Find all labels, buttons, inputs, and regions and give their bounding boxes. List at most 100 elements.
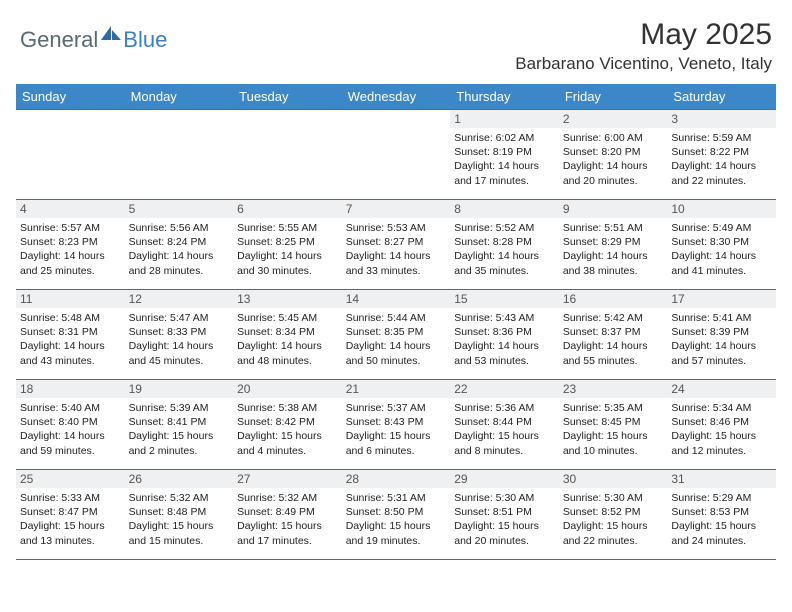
calendar-cell: 11 Sunrise: 5:48 AMSunset: 8:31 PMDayligh… — [16, 290, 125, 380]
info-line: and 48 minutes. — [237, 354, 338, 368]
location-subtitle: Barbarano Vicentino, Veneto, Italy — [515, 54, 772, 74]
day-info: Sunrise: 5:48 AMSunset: 8:31 PMDaylight:… — [20, 311, 121, 368]
info-line: Daylight: 14 hours — [20, 429, 121, 443]
day-number: 10 — [667, 200, 776, 218]
day-number: 5 — [125, 200, 234, 218]
day-header: Thursday — [450, 84, 559, 110]
info-line: Sunset: 8:37 PM — [563, 325, 664, 339]
info-line: Sunrise: 5:49 AM — [671, 221, 772, 235]
day-number: 8 — [450, 200, 559, 218]
info-line: Daylight: 15 hours — [563, 429, 664, 443]
day-number: 25 — [16, 470, 125, 488]
info-line: Sunset: 8:41 PM — [129, 415, 230, 429]
info-line: Daylight: 14 hours — [346, 339, 447, 353]
info-line: Sunrise: 5:48 AM — [20, 311, 121, 325]
calendar-cell: 27Sunrise: 5:32 AMSunset: 8:49 PMDayligh… — [233, 470, 342, 560]
day-info: Sunrise: 5:47 AMSunset: 8:33 PMDaylight:… — [129, 311, 230, 368]
info-line: Sunrise: 5:37 AM — [346, 401, 447, 415]
day-header: Monday — [125, 84, 234, 110]
info-line: and 17 minutes. — [454, 174, 555, 188]
day-info: Sunrise: 5:30 AMSunset: 8:51 PMDaylight:… — [454, 491, 555, 548]
calendar-cell: 3Sunrise: 5:59 AMSunset: 8:22 PMDaylight… — [667, 110, 776, 200]
info-line: and 15 minutes. — [129, 534, 230, 548]
info-line: Sunrise: 6:02 AM — [454, 131, 555, 145]
info-line: Daylight: 15 hours — [671, 519, 772, 533]
calendar-cell: 9Sunrise: 5:51 AMSunset: 8:29 PMDaylight… — [559, 200, 668, 290]
logo-sail-icon — [101, 24, 121, 45]
calendar-cell: 21Sunrise: 5:37 AMSunset: 8:43 PMDayligh… — [342, 380, 451, 470]
info-line: and 22 minutes. — [671, 174, 772, 188]
logo-text-general: General — [20, 27, 98, 53]
info-line: Daylight: 15 hours — [237, 429, 338, 443]
calendar-cell: 8 Sunrise: 5:52 AMSunset: 8:28 PMDaylight… — [450, 200, 559, 290]
info-line: Daylight: 15 hours — [454, 429, 555, 443]
day-number: 21 — [342, 380, 451, 398]
day-info: Sunrise: 5:57 AMSunset: 8:23 PMDaylight:… — [20, 221, 121, 278]
day-number: 12 — [125, 290, 234, 308]
day-info: Sunrise: 5:55 AMSunset: 8:25 PMDaylight:… — [237, 221, 338, 278]
info-line: Daylight: 14 hours — [563, 159, 664, 173]
logo: General Blue — [20, 24, 167, 55]
calendar-cell — [342, 110, 451, 200]
day-info: Sunrise: 5:41 AMSunset: 8:39 PMDaylight:… — [671, 311, 772, 368]
info-line: Sunset: 8:20 PM — [563, 145, 664, 159]
day-info: Sunrise: 5:59 AMSunset: 8:22 PMDaylight:… — [671, 131, 772, 188]
info-line: Sunrise: 5:29 AM — [671, 491, 772, 505]
info-line: Sunrise: 5:33 AM — [20, 491, 121, 505]
calendar-cell: 12 Sunrise: 5:47 AMSunset: 8:33 PMDayligh… — [125, 290, 234, 380]
calendar-cell: 24Sunrise: 5:34 AMSunset: 8:46 PMDayligh… — [667, 380, 776, 470]
day-info: Sunrise: 5:40 AMSunset: 8:40 PMDaylight:… — [20, 401, 121, 458]
calendar-cell: 1Sunrise: 6:02 AMSunset: 8:19 PMDaylight… — [450, 110, 559, 200]
info-line: Sunrise: 5:57 AM — [20, 221, 121, 235]
info-line: Sunrise: 5:35 AM — [563, 401, 664, 415]
day-info: Sunrise: 5:45 AMSunset: 8:34 PMDaylight:… — [237, 311, 338, 368]
day-number: 31 — [667, 470, 776, 488]
info-line: Sunrise: 5:31 AM — [346, 491, 447, 505]
info-line: Sunrise: 5:52 AM — [454, 221, 555, 235]
day-info: Sunrise: 5:33 AMSunset: 8:47 PMDaylight:… — [20, 491, 121, 548]
day-number: 7 — [342, 200, 451, 218]
info-line: Sunrise: 5:59 AM — [671, 131, 772, 145]
info-line: Sunrise: 5:36 AM — [454, 401, 555, 415]
calendar-week: 18Sunrise: 5:40 AMSunset: 8:40 PMDayligh… — [16, 380, 776, 470]
info-line: Daylight: 14 hours — [346, 249, 447, 263]
day-info: Sunrise: 5:52 AMSunset: 8:28 PMDaylight:… — [454, 221, 555, 278]
info-line: and 8 minutes. — [454, 444, 555, 458]
calendar-week: 11 Sunrise: 5:48 AMSunset: 8:31 PMDayligh… — [16, 290, 776, 380]
info-line: and 50 minutes. — [346, 354, 447, 368]
day-info: Sunrise: 5:38 AMSunset: 8:42 PMDaylight:… — [237, 401, 338, 458]
info-line: and 53 minutes. — [454, 354, 555, 368]
info-line: Sunrise: 5:55 AM — [237, 221, 338, 235]
calendar-cell: 16Sunrise: 5:42 AMSunset: 8:37 PMDayligh… — [559, 290, 668, 380]
day-header: Friday — [559, 84, 668, 110]
info-line: Sunset: 8:34 PM — [237, 325, 338, 339]
day-info: Sunrise: 5:56 AMSunset: 8:24 PMDaylight:… — [129, 221, 230, 278]
info-line: Daylight: 14 hours — [563, 249, 664, 263]
day-number: 20 — [233, 380, 342, 398]
info-line: Daylight: 14 hours — [671, 249, 772, 263]
info-line: and 10 minutes. — [563, 444, 664, 458]
info-line: and 24 minutes. — [671, 534, 772, 548]
day-number: 30 — [559, 470, 668, 488]
day-info: Sunrise: 5:32 AMSunset: 8:49 PMDaylight:… — [237, 491, 338, 548]
info-line: Sunset: 8:50 PM — [346, 505, 447, 519]
info-line: Sunrise: 5:51 AM — [563, 221, 664, 235]
info-line: Sunrise: 5:44 AM — [346, 311, 447, 325]
day-info: Sunrise: 5:34 AMSunset: 8:46 PMDaylight:… — [671, 401, 772, 458]
calendar-cell: 4Sunrise: 5:57 AMSunset: 8:23 PMDaylight… — [16, 200, 125, 290]
info-line: and 55 minutes. — [563, 354, 664, 368]
day-number: 11 — [16, 290, 125, 308]
info-line: Daylight: 15 hours — [129, 519, 230, 533]
info-line: Sunrise: 5:56 AM — [129, 221, 230, 235]
info-line: Sunrise: 5:38 AM — [237, 401, 338, 415]
info-line: Sunset: 8:46 PM — [671, 415, 772, 429]
info-line: and 12 minutes. — [671, 444, 772, 458]
calendar-cell: 26Sunrise: 5:32 AMSunset: 8:48 PMDayligh… — [125, 470, 234, 560]
info-line: Sunrise: 5:30 AM — [454, 491, 555, 505]
info-line: Sunrise: 5:32 AM — [237, 491, 338, 505]
info-line: Daylight: 14 hours — [454, 249, 555, 263]
info-line: Sunset: 8:36 PM — [454, 325, 555, 339]
info-line: and 43 minutes. — [20, 354, 121, 368]
day-number: 26 — [125, 470, 234, 488]
calendar-cell: 20 Sunrise: 5:38 AMSunset: 8:42 PMDayligh… — [233, 380, 342, 470]
